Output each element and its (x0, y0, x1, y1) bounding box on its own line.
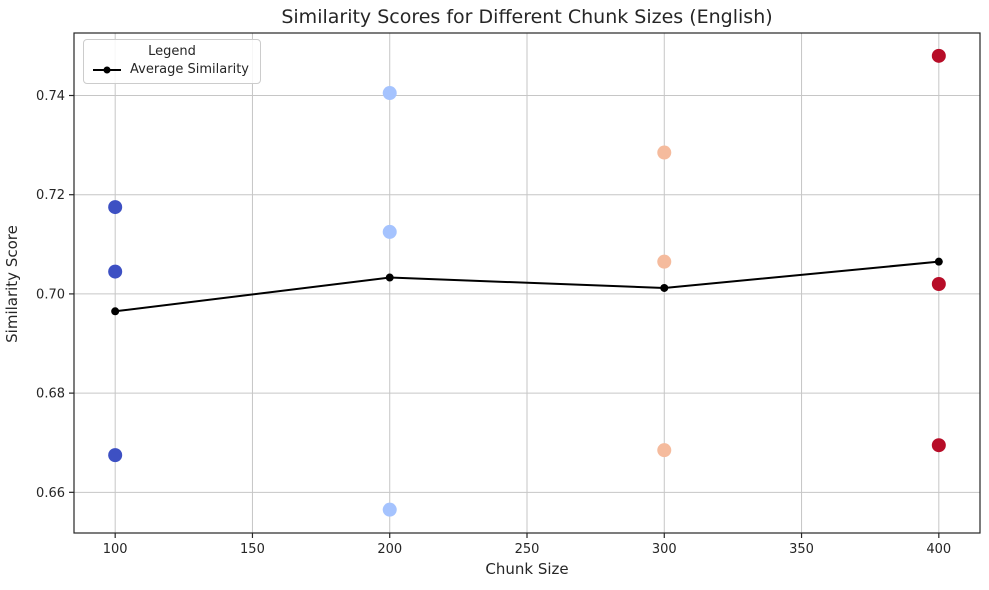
average-similarity-point (934, 257, 943, 266)
scatter-point-chunk-400 (931, 438, 946, 453)
average-similarity-point (385, 273, 394, 282)
y-tick-label: 0.74 (36, 89, 65, 104)
average-similarity-point (660, 283, 669, 292)
scatter-point-chunk-400 (931, 48, 946, 63)
x-tick-label: 150 (240, 542, 265, 557)
scatter-point-chunk-100 (108, 448, 123, 463)
y-tick-label: 0.68 (36, 387, 65, 402)
average-line-marker-icon (92, 64, 122, 76)
scatter-point-chunk-200 (382, 224, 397, 239)
scatter-point-chunk-200 (382, 502, 397, 517)
average-similarity-point (111, 307, 120, 316)
y-tick-label: 0.66 (36, 486, 65, 501)
x-tick-label: 100 (103, 542, 128, 557)
legend-entry-label: Average Similarity (130, 62, 249, 77)
scatter-point-chunk-300 (657, 443, 672, 458)
chart-title: Similarity Scores for Different Chunk Si… (281, 6, 773, 28)
x-axis-label: Chunk Size (485, 560, 569, 578)
x-tick-label: 200 (377, 542, 402, 557)
x-tick-label: 250 (515, 542, 540, 557)
legend-entry: Average Similarity (92, 62, 252, 77)
y-tick-label: 0.72 (36, 188, 65, 203)
y-tick-label: 0.70 (36, 287, 65, 302)
x-tick-label: 400 (926, 542, 951, 557)
legend: Legend Average Similarity (83, 39, 261, 84)
average-similarity-line (115, 260, 939, 313)
x-tick-label: 300 (652, 542, 677, 557)
scatter-point-chunk-300 (657, 145, 672, 160)
scatter-point-chunk-100 (108, 200, 123, 215)
legend-title: Legend (148, 44, 196, 59)
scatter-point-chunk-200 (382, 86, 397, 101)
scatter-point-chunk-100 (108, 264, 123, 279)
x-tick-label: 350 (789, 542, 814, 557)
scatter-point-chunk-400 (931, 276, 946, 291)
scatter-point-chunk-300 (657, 254, 672, 269)
